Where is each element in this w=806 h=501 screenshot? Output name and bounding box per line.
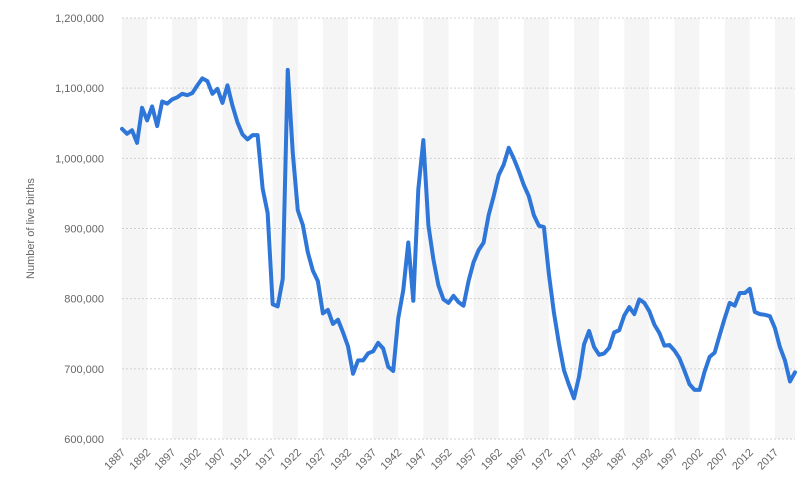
x-tick-label: 1947	[404, 447, 430, 473]
x-tick-label: 1912	[228, 447, 254, 473]
x-tick-label: 1897	[153, 447, 179, 473]
x-tick-label: 1917	[253, 447, 279, 473]
x-tick-label: 1902	[178, 447, 204, 473]
year-band	[724, 18, 750, 439]
y-tick-label: 1,000,000	[55, 153, 104, 165]
y-axis-title: Number of live births	[25, 178, 37, 279]
y-tick-label: 700,000	[64, 364, 104, 376]
x-tick-label: 2002	[680, 447, 706, 473]
y-tick-label: 900,000	[64, 224, 104, 236]
x-tick-label: 1997	[655, 447, 681, 473]
x-tick-label: 1972	[529, 447, 555, 473]
x-tick-label: 1937	[353, 447, 379, 473]
x-tick-label: 1932	[328, 447, 354, 473]
year-band	[774, 18, 795, 439]
y-tick-label: 1,200,000	[55, 13, 104, 25]
y-tick-label: 600,000	[64, 434, 104, 446]
x-tick-label: 1992	[630, 447, 656, 473]
x-tick-label: 2017	[755, 447, 781, 473]
x-tick-label: 2007	[705, 447, 731, 473]
y-tick-label: 800,000	[64, 294, 104, 306]
x-tick-label: 1962	[479, 447, 505, 473]
x-tick-label: 1922	[278, 447, 304, 473]
x-axis-ticks: 1887 1892 1897 1902 1907 1912 1917 1922 1927 1932…	[102, 447, 781, 473]
y-axis-ticks: 600,000 700,000 800,000 900,000 1,000,000 1,1…	[55, 13, 104, 446]
x-tick-label: 1982	[579, 447, 605, 473]
x-tick-label: 1987	[605, 447, 631, 473]
x-tick-label: 1887	[102, 447, 128, 473]
x-tick-label: 1967	[504, 447, 530, 473]
y-tick-label: 1,100,000	[55, 83, 104, 95]
x-tick-label: 2012	[730, 447, 756, 473]
series-line-live-births	[120, 67, 797, 401]
x-tick-label: 1952	[429, 447, 455, 473]
x-tick-label: 1927	[303, 447, 329, 473]
x-tick-label: 1942	[379, 447, 405, 473]
x-tick-label: 1957	[454, 447, 480, 473]
x-tick-label: 1977	[554, 447, 580, 473]
x-tick-label: 1892	[127, 447, 153, 473]
gridlines	[122, 17, 795, 440]
year-band	[624, 18, 650, 439]
x-tick-label: 1907	[203, 447, 229, 473]
